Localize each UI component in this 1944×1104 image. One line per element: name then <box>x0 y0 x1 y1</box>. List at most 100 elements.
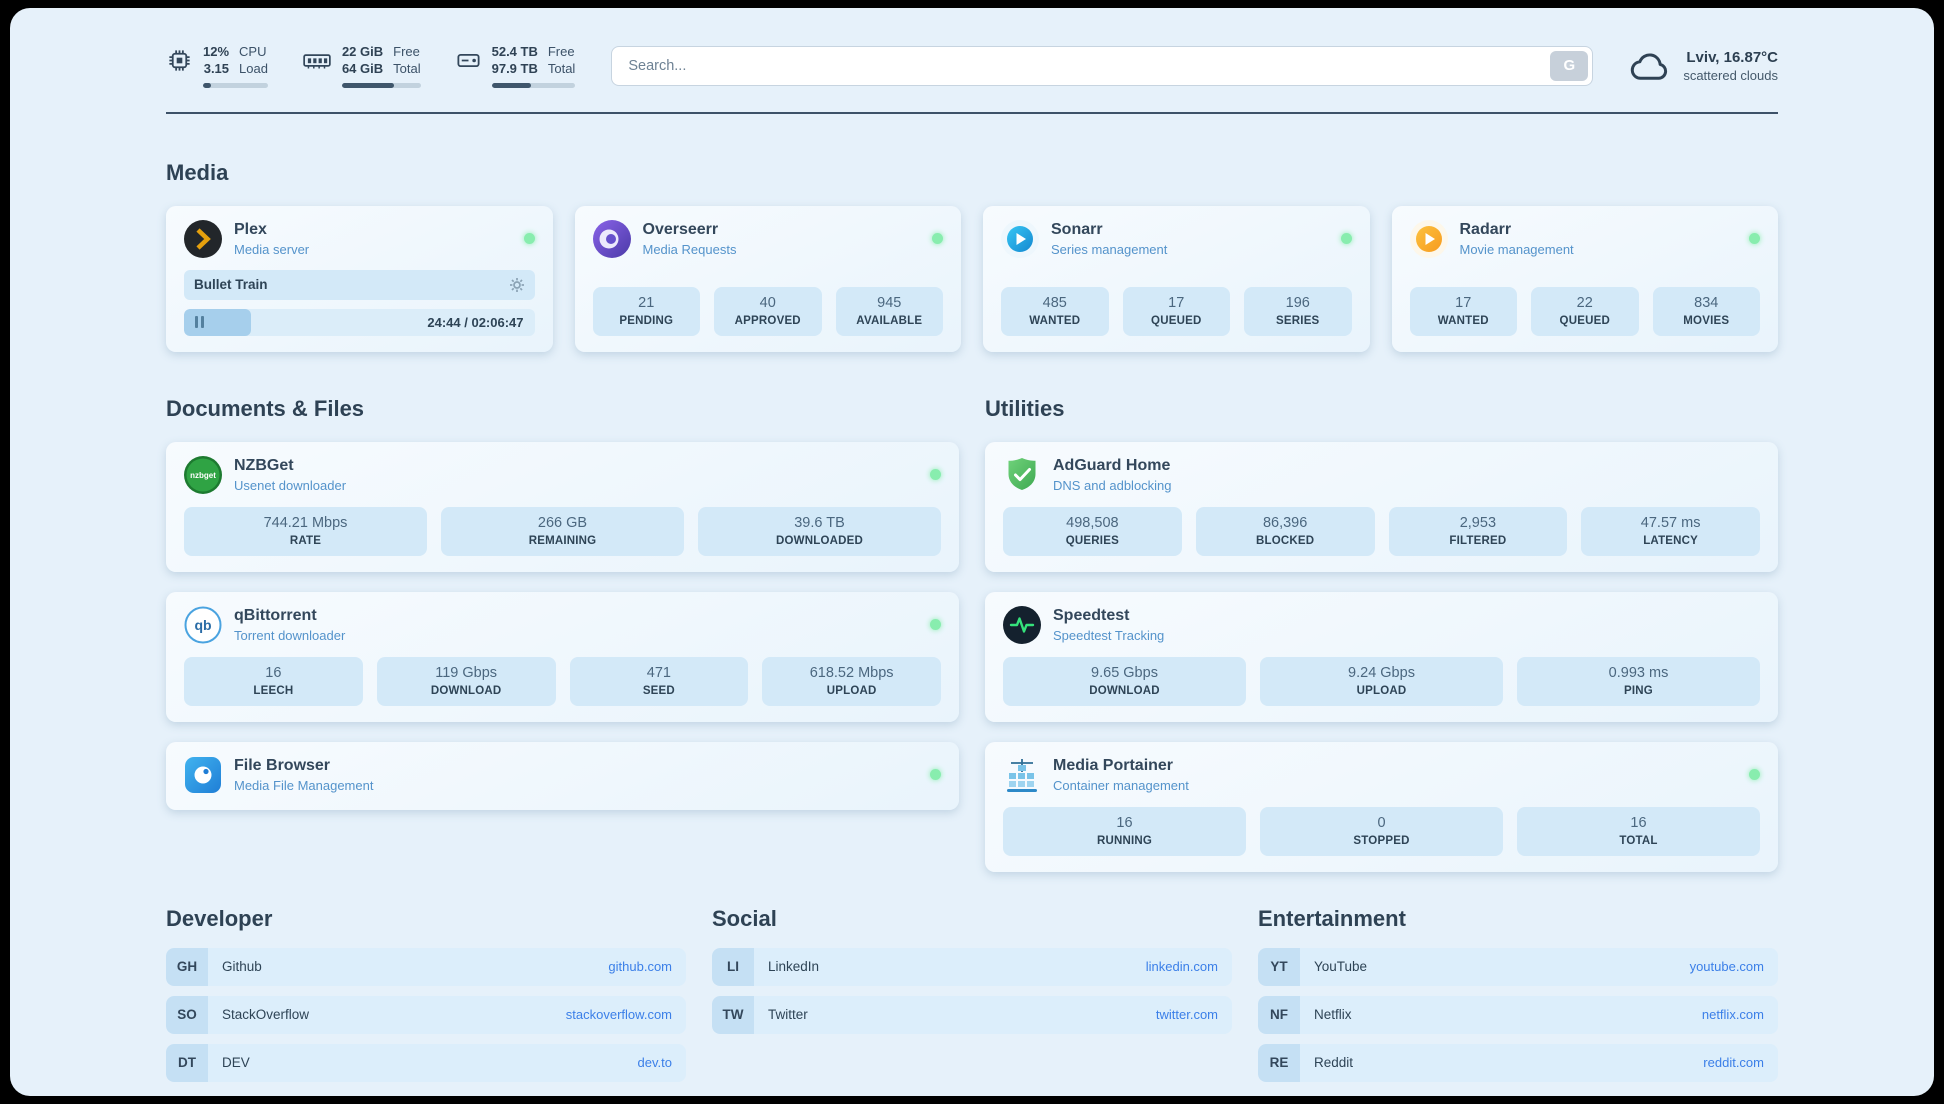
plex-card[interactable]: Plex Media server Bullet Train <box>166 205 553 352</box>
bookmark-name: Reddit <box>1314 1055 1354 1071</box>
stat-upload: 618.52 Mbps UPLOAD <box>762 656 941 706</box>
app-title: File Browser <box>234 756 331 774</box>
nzbget-card[interactable]: nzbget NZBGet Usenet downloader 744.21 M… <box>166 441 959 572</box>
playback-progress-bar[interactable]: 24:44 / 02:06:47 <box>184 308 535 336</box>
stat-download: 9.65 Gbps DOWNLOAD <box>1003 656 1246 706</box>
stat-pending: 21 PENDING <box>592 286 700 336</box>
bookmark-url: linkedin.com <box>1145 959 1218 975</box>
cpu-widget: 12% 3.15 CPU Load <box>166 44 268 88</box>
bookmark-abbr: YT <box>1258 947 1300 986</box>
app-title: Radarr <box>1459 220 1512 238</box>
bookmark-abbr: NF <box>1258 995 1300 1034</box>
bookmark-github[interactable]: GH Github github.com <box>166 947 686 986</box>
stat-blocked: 86,396 BLOCKED <box>1195 506 1375 556</box>
disk-widget: 52.4 TB 97.9 TB Free Total <box>455 44 576 88</box>
bookmark-netflix[interactable]: NF Netflix netflix.com <box>1258 995 1778 1034</box>
memory-widget: 22 GiB 64 GiB Free Total <box>302 44 421 88</box>
portainer-card[interactable]: Media Portainer Container management 16 … <box>985 741 1778 872</box>
app-title: Speedtest <box>1053 606 1130 624</box>
radarr-card[interactable]: Radarr Movie management 17 WANTED 22 QUE… <box>1391 205 1778 352</box>
status-dot <box>1749 233 1760 245</box>
app-subtitle: Container management <box>1053 777 1189 793</box>
stat-leech: 16 LEECH <box>184 656 363 706</box>
search-input[interactable] <box>611 45 1594 86</box>
weather-condition: scattered clouds <box>1683 67 1778 83</box>
adguard-card[interactable]: AdGuard Home DNS and adblocking 498,508 … <box>985 441 1778 572</box>
status-dot <box>930 769 941 781</box>
bookmark-url: dev.to <box>637 1055 672 1071</box>
status-dot <box>930 619 941 631</box>
stat-latency: 47.57 ms LATENCY <box>1581 506 1760 556</box>
header-divider <box>166 111 1778 114</box>
memory-usage-bar <box>341 82 421 88</box>
bookmark-youtube[interactable]: YT YouTube youtube.com <box>1258 947 1778 986</box>
playback-time: 24:44 / 02:06:47 <box>427 314 524 330</box>
stat-wanted: 485 WANTED <box>1001 286 1109 336</box>
nzbget-icon: nzbget <box>184 455 222 494</box>
bookmark-twitter[interactable]: TW Twitter twitter.com <box>712 995 1232 1034</box>
stat-filtered: 2,953 FILTERED <box>1388 506 1568 556</box>
bookmark-name: DEV <box>222 1055 250 1071</box>
status-dot <box>523 233 535 245</box>
app-title: Plex <box>234 220 267 238</box>
portainer-icon <box>1007 758 1037 792</box>
filebrowser-card[interactable]: File Browser Media File Management <box>166 741 959 810</box>
stat-series: 196 SERIES <box>1244 286 1352 336</box>
media-heading: Media <box>166 159 229 185</box>
app-title: Media Portainer <box>1053 756 1174 774</box>
status-dot <box>1749 769 1760 781</box>
google-search-button[interactable]: G <box>1550 50 1589 81</box>
cpu-usage-bar <box>203 82 268 88</box>
speedtest-card[interactable]: Speedtest Speedtest Tracking 9.65 Gbps D… <box>985 591 1778 722</box>
app-subtitle: Media File Management <box>234 777 374 793</box>
now-playing-title: Bullet Train <box>194 277 268 293</box>
overseerr-card[interactable]: Overseerr Media Requests 21 PENDING 40 A… <box>574 205 961 352</box>
plex-icon <box>184 219 222 258</box>
bookmark-stackoverflow[interactable]: SO StackOverflow stackoverflow.com <box>166 995 686 1034</box>
app-title: NZBGet <box>234 456 294 474</box>
bookmark-name: Twitter <box>768 1007 808 1023</box>
overseerr-icon <box>592 219 631 258</box>
pause-icon[interactable] <box>195 316 198 329</box>
sonarr-icon <box>1001 219 1039 258</box>
app-title: Overseerr <box>642 220 719 238</box>
stat-queued: 22 QUEUED <box>1531 286 1639 336</box>
status-dot <box>1340 233 1352 245</box>
documents-section: Documents & Files nzbget NZBGet <box>166 370 959 872</box>
entertainment-heading: Entertainment <box>1258 905 1406 931</box>
stat-wanted: 17 WANTED <box>1409 286 1517 336</box>
app-subtitle: DNS and adblocking <box>1053 477 1172 493</box>
svg-text:qb: qb <box>194 617 211 633</box>
stat-running: 16 RUNNING <box>1003 806 1246 856</box>
stat-queued: 17 QUEUED <box>1122 286 1230 336</box>
media-section: Media Plex Media server <box>166 160 1778 352</box>
bookmark-abbr: SO <box>166 995 208 1034</box>
stat-download: 119 Gbps DOWNLOAD <box>376 656 556 706</box>
stat-available: 945 AVAILABLE <box>835 286 943 336</box>
cpu-labels: CPU Load <box>239 44 268 76</box>
stat-ping: 0.993 ms PING <box>1517 656 1760 706</box>
svg-text:nzbget: nzbget <box>190 471 216 480</box>
disk-icon <box>457 54 480 68</box>
gear-icon[interactable] <box>509 277 525 293</box>
app-subtitle: Series management <box>1051 241 1168 257</box>
bookmark-abbr: TW <box>712 995 754 1034</box>
cpu-icon <box>169 50 190 72</box>
memory-labels: Free Total <box>393 44 421 76</box>
bookmark-url: github.com <box>608 959 672 975</box>
utilities-heading: Utilities <box>985 395 1065 421</box>
bookmark-name: LinkedIn <box>768 959 820 975</box>
disk-usage-bar <box>491 82 576 88</box>
weather-widget: Lviv, 16.87°C scattered clouds <box>1629 48 1778 84</box>
stat-upload: 9.24 Gbps UPLOAD <box>1260 656 1503 706</box>
sonarr-card[interactable]: Sonarr Series management 485 WANTED 17 Q… <box>983 205 1370 352</box>
stat-rate: 744.21 Mbps RATE <box>184 506 427 556</box>
bookmark-dev[interactable]: DT DEV dev.to <box>166 1043 686 1082</box>
bookmark-url: stackoverflow.com <box>565 1007 672 1023</box>
bookmark-name: YouTube <box>1314 959 1368 975</box>
bookmark-reddit[interactable]: RE Reddit reddit.com <box>1258 1043 1778 1082</box>
bookmark-linkedin[interactable]: LI LinkedIn linkedin.com <box>712 947 1232 986</box>
qbittorrent-card[interactable]: qb qBittorrent Torrent downloader 16 <box>166 591 959 722</box>
bookmark-name: Github <box>222 959 262 975</box>
stat-queries: 498,508 QUERIES <box>1003 506 1182 556</box>
